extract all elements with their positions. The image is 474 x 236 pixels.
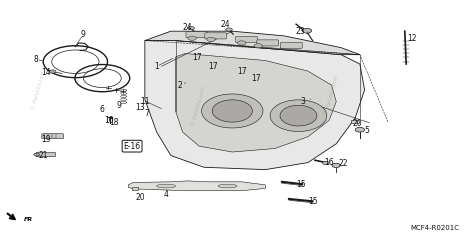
Text: 23: 23 bbox=[296, 27, 306, 36]
Circle shape bbox=[34, 153, 39, 156]
Text: 17: 17 bbox=[192, 52, 201, 62]
Text: 12: 12 bbox=[407, 34, 417, 43]
Text: 16: 16 bbox=[324, 158, 334, 167]
Text: 22: 22 bbox=[338, 159, 348, 168]
FancyBboxPatch shape bbox=[257, 40, 279, 46]
Circle shape bbox=[237, 41, 246, 45]
Text: 3: 3 bbox=[301, 97, 306, 106]
Circle shape bbox=[254, 44, 263, 48]
Circle shape bbox=[302, 28, 312, 33]
Text: 19: 19 bbox=[41, 135, 50, 144]
Text: 15: 15 bbox=[296, 180, 306, 189]
FancyBboxPatch shape bbox=[186, 32, 208, 38]
Circle shape bbox=[322, 161, 329, 165]
Text: 5: 5 bbox=[365, 126, 369, 135]
FancyBboxPatch shape bbox=[36, 152, 55, 157]
Polygon shape bbox=[175, 54, 336, 152]
Text: 15: 15 bbox=[308, 197, 318, 206]
FancyBboxPatch shape bbox=[281, 42, 302, 48]
Text: 9: 9 bbox=[117, 101, 121, 110]
Text: 24: 24 bbox=[182, 23, 192, 32]
Text: 17: 17 bbox=[251, 74, 261, 83]
Text: 17: 17 bbox=[237, 67, 246, 76]
FancyBboxPatch shape bbox=[351, 120, 359, 123]
Circle shape bbox=[188, 36, 196, 40]
Text: 20: 20 bbox=[135, 193, 145, 202]
Text: © Partzilla.com: © Partzilla.com bbox=[31, 70, 46, 110]
Text: E-16: E-16 bbox=[124, 142, 141, 151]
Text: 24: 24 bbox=[220, 20, 230, 29]
Text: 18: 18 bbox=[109, 118, 119, 127]
Ellipse shape bbox=[201, 94, 263, 128]
Text: © Partzilla.com: © Partzilla.com bbox=[324, 74, 339, 115]
Polygon shape bbox=[145, 31, 360, 55]
Text: 20: 20 bbox=[353, 119, 362, 128]
Ellipse shape bbox=[156, 184, 175, 188]
Ellipse shape bbox=[280, 105, 317, 126]
Circle shape bbox=[207, 37, 215, 42]
Text: 7: 7 bbox=[145, 109, 150, 118]
Text: MCF4-R0201C: MCF4-R0201C bbox=[410, 225, 459, 231]
Ellipse shape bbox=[270, 100, 327, 131]
Text: 6: 6 bbox=[100, 105, 105, 114]
Circle shape bbox=[49, 70, 56, 73]
Polygon shape bbox=[128, 181, 265, 191]
Ellipse shape bbox=[212, 100, 252, 122]
Text: 4: 4 bbox=[164, 190, 169, 199]
Text: © Partzilla.com: © Partzilla.com bbox=[191, 86, 207, 126]
FancyBboxPatch shape bbox=[236, 36, 257, 42]
FancyBboxPatch shape bbox=[205, 33, 227, 39]
Text: 21: 21 bbox=[38, 151, 48, 160]
Text: 10: 10 bbox=[105, 116, 114, 125]
Circle shape bbox=[332, 163, 340, 168]
FancyBboxPatch shape bbox=[132, 187, 138, 190]
Text: 11: 11 bbox=[140, 97, 150, 106]
Text: 2: 2 bbox=[178, 81, 182, 90]
Circle shape bbox=[355, 127, 365, 132]
Circle shape bbox=[226, 28, 232, 31]
FancyBboxPatch shape bbox=[42, 134, 64, 139]
Text: 1: 1 bbox=[154, 62, 159, 71]
Text: 8: 8 bbox=[34, 55, 38, 64]
Polygon shape bbox=[145, 41, 365, 170]
Text: 9: 9 bbox=[81, 30, 86, 39]
Text: 13: 13 bbox=[135, 103, 145, 112]
Circle shape bbox=[188, 26, 194, 30]
Text: 14: 14 bbox=[41, 68, 50, 77]
Text: FR: FR bbox=[23, 217, 33, 222]
Text: 17: 17 bbox=[209, 62, 218, 71]
Ellipse shape bbox=[218, 184, 237, 188]
